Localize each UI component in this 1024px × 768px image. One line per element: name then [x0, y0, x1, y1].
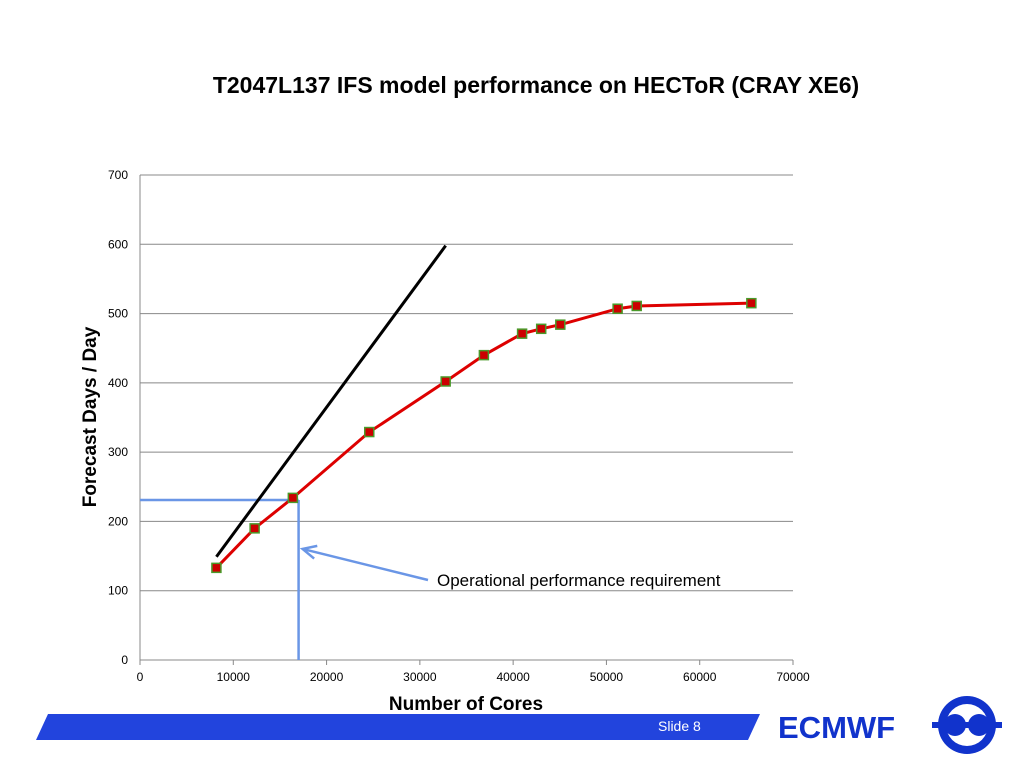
slide-number: Slide 8: [658, 718, 701, 734]
brand-name: ECMWF: [778, 710, 896, 745]
y-tick-label: 0: [121, 653, 128, 667]
data-point: [478, 349, 490, 361]
requirement-annotation: Operational performance requirement: [140, 498, 721, 660]
y-tick-label: 700: [108, 168, 128, 182]
x-tick-label: 60000: [683, 670, 717, 684]
x-tick-label: 0: [137, 670, 144, 684]
requirement-arrow: [302, 547, 429, 582]
y-tick-label: 400: [108, 376, 128, 390]
x-tick-labels: 0 10000 20000 30000 40000 50000 60000 70000: [137, 660, 810, 684]
slide-title: T2047L137 IFS model performance on HECTo…: [212, 72, 860, 98]
requirement-label: Operational performance requirement: [437, 571, 721, 590]
axes: [139, 175, 793, 661]
data-point: [364, 426, 375, 438]
data-point: [612, 303, 623, 314]
series: [211, 297, 757, 574]
y-axis-title: Forecast Days / Day: [80, 326, 101, 507]
ideal-scaling-line: [215, 244, 447, 558]
x-axis-title: Number of Cores: [389, 694, 543, 715]
data-point: [249, 523, 260, 534]
x-tick-label: 70000: [776, 670, 810, 684]
y-tick-label: 500: [108, 307, 128, 321]
data-point: [440, 376, 451, 387]
data-point: [631, 300, 642, 312]
y-tick-label: 600: [108, 237, 128, 251]
y-tick-label: 200: [108, 514, 128, 528]
data-point: [555, 319, 566, 330]
x-tick-label: 40000: [496, 670, 530, 684]
data-point: [287, 492, 299, 504]
series-line: [215, 301, 752, 569]
ideal-scaling: [215, 244, 447, 558]
y-tick-label: 300: [108, 445, 128, 459]
y-tick-label: 100: [108, 584, 128, 598]
data-point: [516, 328, 528, 339]
data-point: [535, 323, 547, 335]
data-point: [746, 297, 757, 309]
x-tick-label: 10000: [217, 670, 251, 684]
x-tick-label: 20000: [310, 670, 344, 684]
x-tick-label: 30000: [403, 670, 437, 684]
x-tick-label: 50000: [590, 670, 624, 684]
data-point: [211, 562, 222, 574]
gridlines: [140, 174, 793, 592]
requirement-arrow-head: [299, 544, 318, 560]
y-tick-labels: 0 100 200 300 400 500 600 700: [108, 168, 128, 667]
